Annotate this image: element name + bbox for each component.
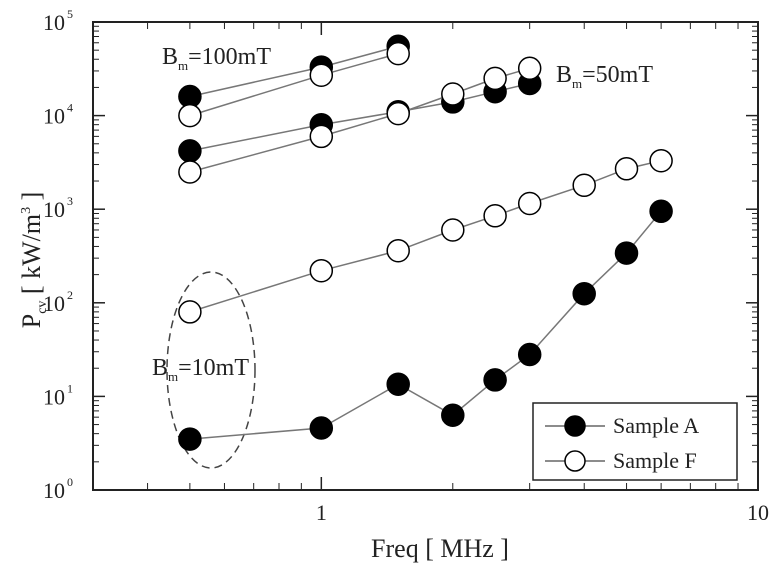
annotation-50mT-sub: m [572, 76, 582, 91]
y-axis-label-main: P [17, 314, 46, 328]
axes-layer: 10 010 110 210 310 410 51 10 [43, 7, 769, 525]
annotation-10mT: Bm=10mT [152, 355, 249, 384]
data-point-sample-f-50mt [386, 101, 410, 126]
y-axis-label-sub: cv [35, 301, 50, 314]
data-point-sample-f-50mt [483, 66, 507, 91]
data-point-sample-f-100mt [386, 41, 410, 66]
x-tick-label: 10 [747, 500, 769, 525]
data-point-sample-a-10mt [386, 372, 410, 396]
data-point-sample-f-10mt [441, 218, 465, 242]
y-axis-label: Pcv [ kW/m3 ] [17, 192, 50, 329]
legend: Sample A Sample F [532, 402, 738, 481]
y-tick-label: 10 [43, 197, 65, 222]
annotation-50mT-value: =50mT [582, 62, 653, 88]
y-tick-label: 10 [43, 104, 65, 129]
y-tick-label-exponent: 3 [67, 194, 73, 208]
data-point-sample-a-10mt [483, 368, 507, 392]
x-axis-label: Freq [ MHz ] [371, 534, 509, 563]
annotation-100mT-b: B [162, 44, 178, 70]
series-line-sample-a-50mt [189, 82, 530, 152]
series-sample-f-10mt [178, 148, 673, 324]
y-tick-label-exponent: 2 [67, 288, 73, 302]
annotation-100mT: Bm=100mT [162, 44, 271, 73]
y-tick-label: 10 [43, 10, 65, 35]
annotation-50mT-b: B [556, 62, 572, 88]
series-sample-f-50mt [178, 56, 542, 184]
annotation-50mT: Bm=50mT [556, 62, 653, 91]
legend-marker-sample-a [564, 415, 586, 437]
legend-marker-sample-f [564, 450, 586, 472]
data-point-sample-a-10mt [309, 416, 334, 440]
series-layer [178, 34, 673, 451]
data-point-sample-a-10mt [517, 342, 542, 367]
data-point-sample-f-100mt [178, 103, 202, 128]
y-tick-label-exponent: 4 [67, 101, 73, 115]
y-tick-label-exponent: 5 [67, 7, 73, 21]
annotation-100mT-sub: m [178, 58, 188, 73]
data-point-sample-f-50mt [441, 82, 465, 106]
y-axis-label-unit-sup: 3 [19, 207, 34, 214]
data-point-sample-f-10mt [483, 204, 507, 228]
series-line-sample-f-50mt [189, 67, 530, 173]
data-point-sample-f-10mt [178, 300, 202, 324]
y-tick-label-exponent: 0 [67, 475, 73, 489]
highlight-ellipse [166, 271, 256, 469]
y-axis-label-unit-end: ] [17, 192, 46, 207]
data-point-sample-f-50mt [178, 160, 202, 184]
data-point-sample-f-10mt [386, 238, 410, 263]
data-point-sample-f-10mt [309, 258, 334, 283]
annotation-10mT-b: B [152, 355, 168, 381]
legend-label-sample-f: Sample F [613, 448, 697, 473]
data-point-sample-f-10mt [572, 173, 596, 198]
data-point-sample-f-100mt [309, 63, 334, 87]
y-tick-label: 10 [43, 291, 65, 316]
data-point-sample-a-10mt [614, 241, 639, 265]
legend-label-sample-a: Sample A [613, 413, 699, 438]
y-tick-label-exponent: 1 [67, 381, 73, 395]
data-point-sample-f-50mt [309, 124, 334, 149]
series-sample-a-10mt [178, 199, 673, 451]
y-axis-label-unit: [ kW/m [17, 214, 46, 301]
data-point-sample-a-50mt [178, 139, 202, 163]
annotation-10mT-value: =10mT [178, 355, 249, 381]
data-point-sample-a-10mt [178, 427, 202, 451]
x-tick-label: 1 [316, 500, 327, 525]
data-point-sample-f-10mt [517, 191, 542, 216]
annotation-100mT-value: =100mT [188, 44, 271, 70]
plot-frame [92, 21, 759, 491]
data-point-sample-a-10mt [649, 199, 673, 224]
data-point-sample-f-50mt [517, 56, 542, 81]
data-point-sample-f-10mt [649, 148, 673, 173]
y-tick-label: 10 [43, 478, 65, 503]
series-sample-f-100mt [178, 41, 410, 128]
annotation-10mT-sub: m [168, 369, 178, 384]
data-point-sample-a-10mt [441, 403, 465, 427]
data-point-sample-a-10mt [572, 281, 596, 306]
data-point-sample-f-10mt [614, 157, 639, 181]
y-tick-label: 10 [43, 384, 65, 409]
